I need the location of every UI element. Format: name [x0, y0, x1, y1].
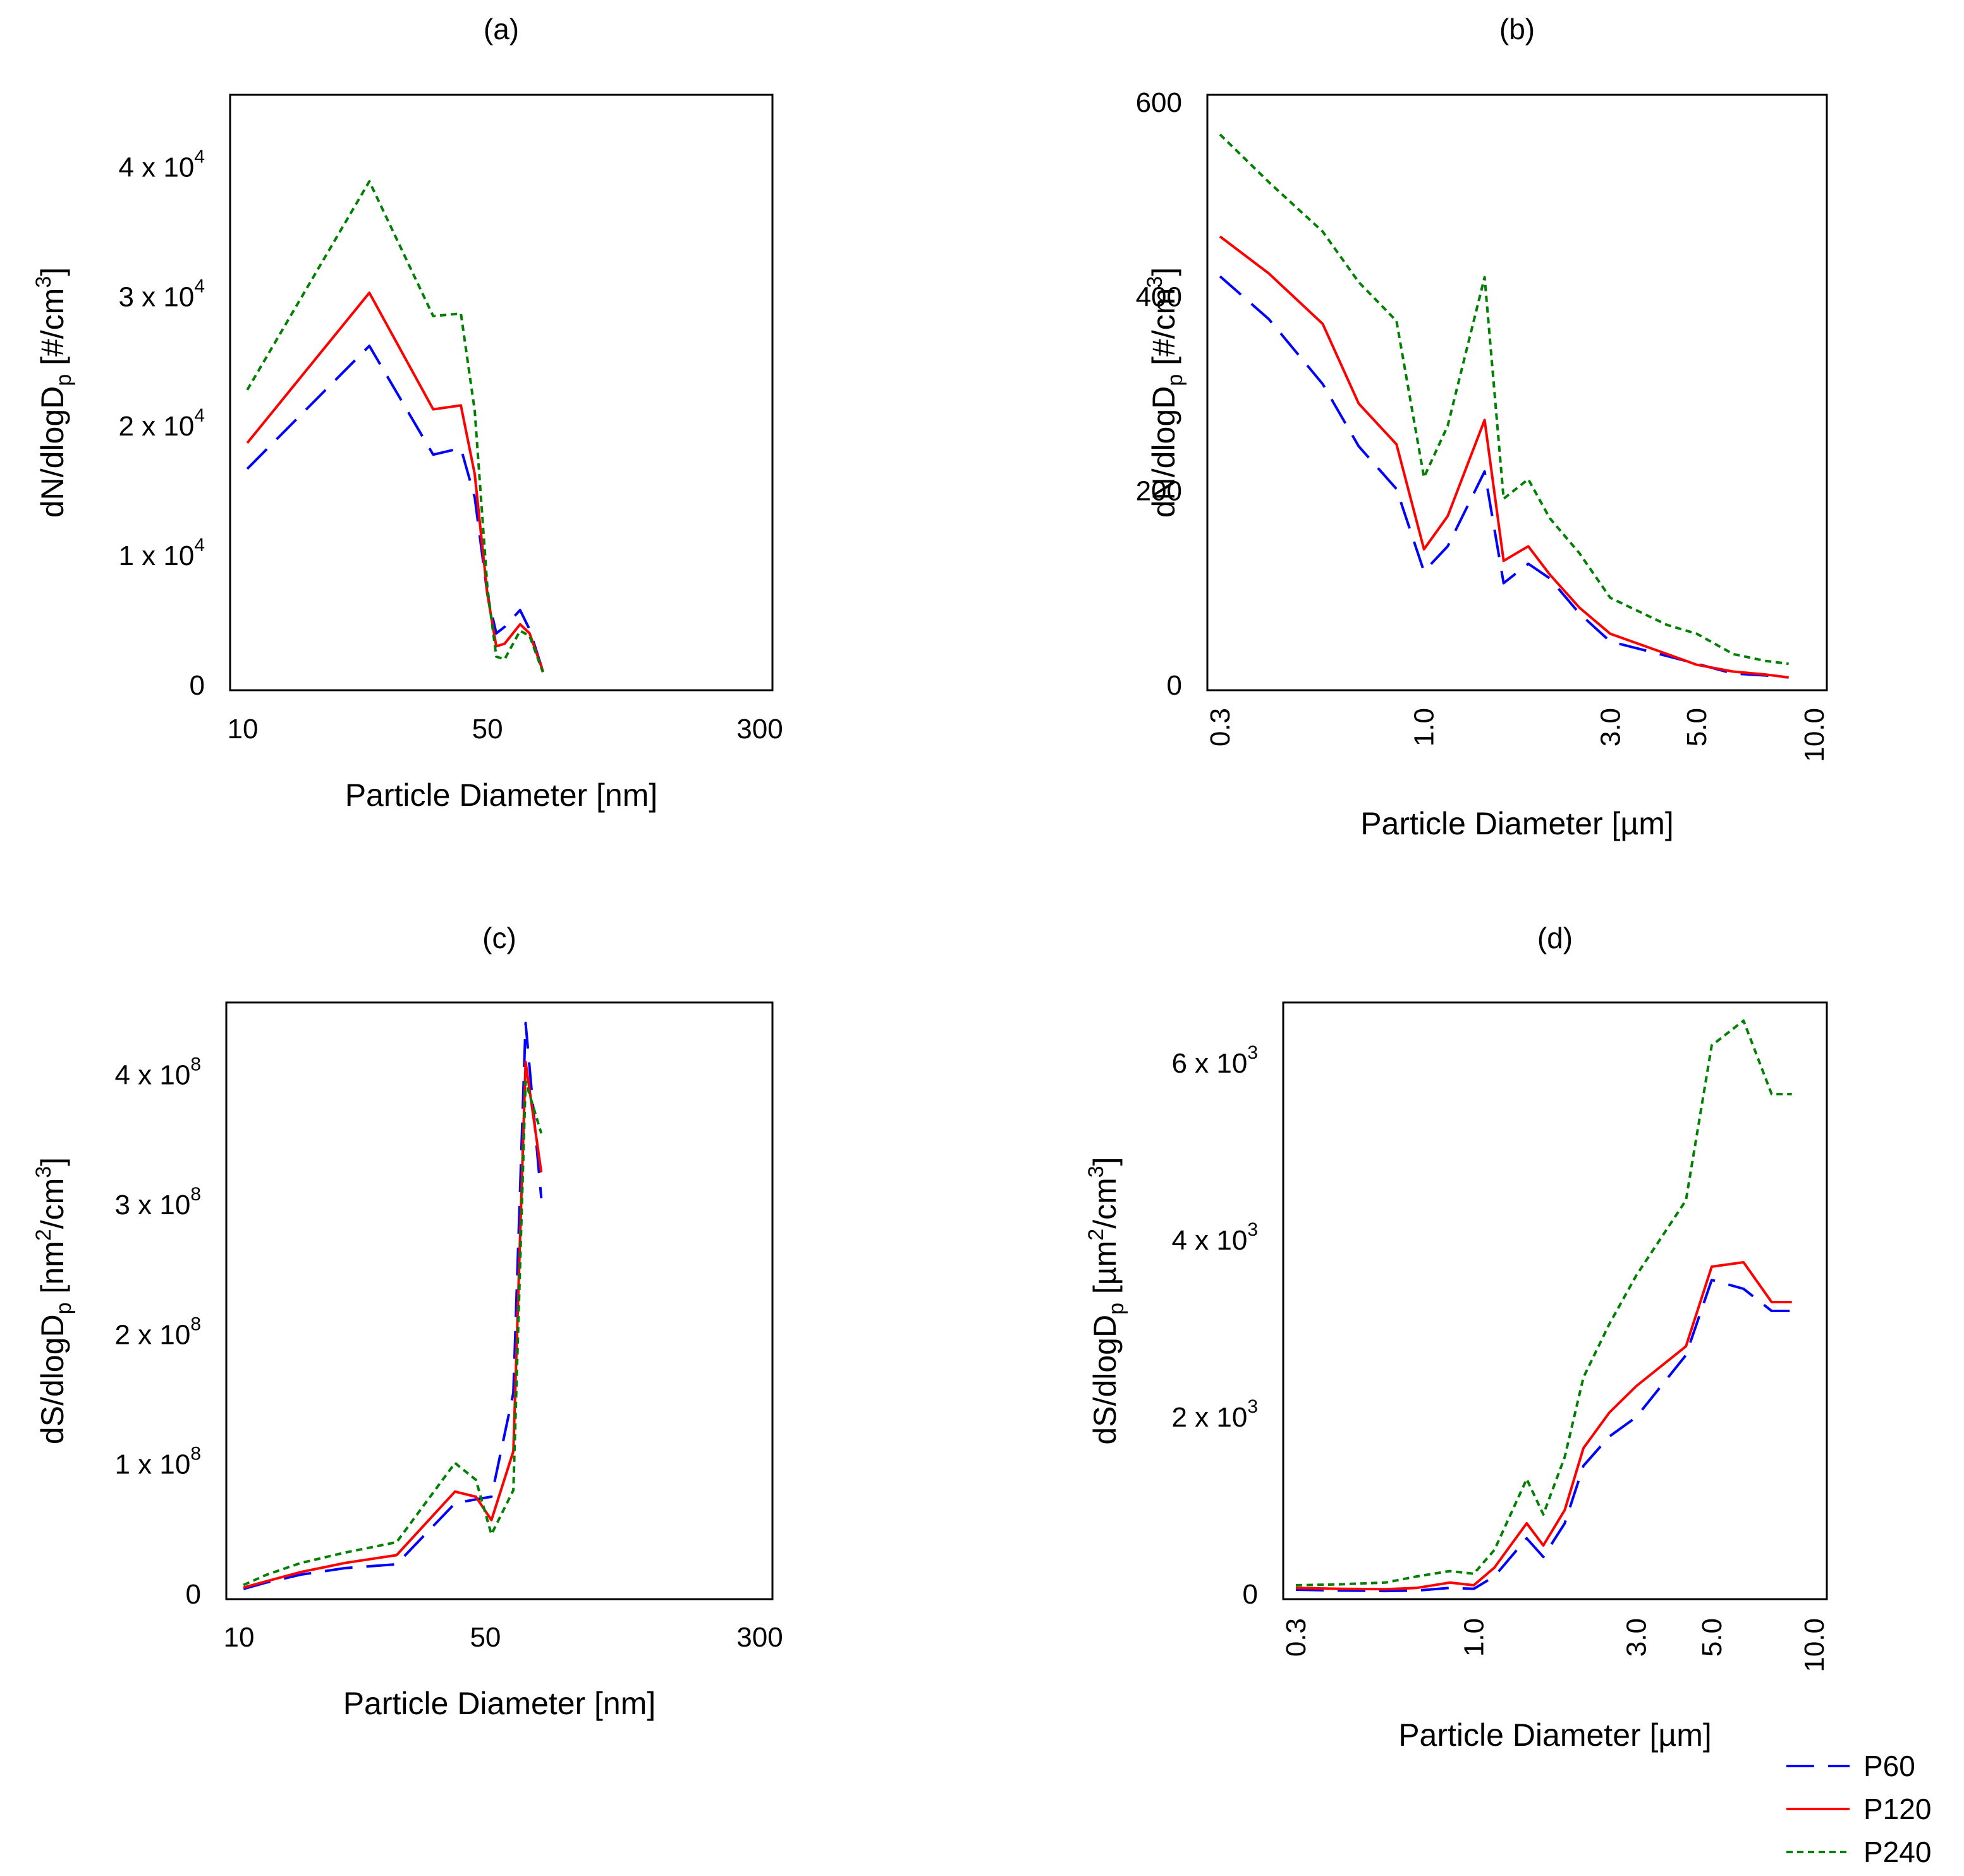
y-axis-title: dN/dlogDp [#/cm3]: [1143, 267, 1187, 518]
y-axis-title: dN/dlogDp [#/cm3]: [32, 267, 76, 518]
y-tick-label: 3 x 104: [118, 276, 205, 312]
y-axis-title: dS/dlogDp [µm2/cm3]: [1084, 1157, 1128, 1444]
series-line-p60: [243, 1021, 543, 1590]
x-tick-label: 5.0: [1697, 1618, 1728, 1657]
x-tick-label: 3.0: [1621, 1618, 1652, 1657]
chart-panel-b: (b) 0 200 400 600 0.3 1.0 3.0 5.0 10.0 Particle Di…: [1136, 13, 1830, 841]
x-tick-label: 50: [470, 1622, 501, 1653]
y-tick-label: 6 x 103: [1171, 1042, 1258, 1079]
x-tick-label: 300: [736, 1622, 783, 1653]
plot-frame: [225, 1001, 774, 1600]
y-tick-label: 1 x 104: [118, 535, 205, 571]
y-tick-label: 0: [1167, 670, 1182, 701]
x-tick-label: 10: [224, 1622, 255, 1653]
panel-title: (d): [1537, 922, 1573, 954]
x-tick-label: 10.0: [1799, 708, 1830, 762]
x-tick-label: 0.3: [1281, 1618, 1312, 1657]
y-tick-label: 4 x 103: [1171, 1219, 1258, 1256]
y-tick-label: 600: [1136, 87, 1182, 118]
plot-frame: [1282, 1001, 1828, 1600]
x-axis-title: Particle Diameter [µm]: [1360, 806, 1674, 841]
chart-panel-a: (a) 0 1 x 104 2 x 104 3 x 104 4 x 104 10 50 300 P…: [32, 13, 783, 813]
plot-frame: [1206, 94, 1828, 691]
chart-panel-c: (c) 0 1 x 108 2 x 108 3 x 108 4 x 108 10 50 300 P…: [32, 922, 783, 1721]
series-line-p240: [1295, 1019, 1792, 1587]
y-axis-title: dS/dlogDp [nm2/cm3]: [32, 1157, 76, 1444]
series-line-p120: [1219, 235, 1789, 679]
y-tick-label: 2 x 103: [1171, 1396, 1258, 1433]
legend-label: P120: [1863, 1793, 1931, 1825]
x-tick-label: 300: [736, 714, 783, 745]
panel-title: (b): [1499, 13, 1535, 46]
x-tick-label: 1.0: [1409, 708, 1440, 746]
x-tick-label: 3.0: [1595, 708, 1626, 746]
x-tick-label: 5.0: [1681, 708, 1712, 746]
panel-title: (a): [484, 13, 519, 46]
y-tick-label: 200: [1136, 476, 1182, 507]
x-tick-label: 10.0: [1799, 1618, 1830, 1672]
x-axis-title: Particle Diameter [nm]: [343, 1686, 656, 1721]
y-tick-label: 0: [190, 670, 205, 701]
series-line-p240: [246, 180, 544, 673]
series-line-p60: [1219, 275, 1789, 679]
y-tick-label: 0: [186, 1579, 201, 1610]
series-line-p240: [243, 1080, 543, 1587]
y-tick-label: 2 x 108: [114, 1313, 201, 1350]
y-tick-label: 0: [1243, 1579, 1258, 1610]
legend: P60 P120 P240: [1786, 1750, 1931, 1868]
plot-frame: [229, 94, 774, 691]
y-tick-label: 4 x 104: [118, 146, 205, 183]
x-tick-label: 50: [472, 714, 503, 745]
panel-title: (c): [482, 922, 516, 954]
x-axis-title: Particle Diameter [µm]: [1398, 1717, 1712, 1753]
series-line-p120: [1295, 1261, 1792, 1591]
y-tick-label: 400: [1136, 281, 1182, 312]
series-line-p120: [243, 1061, 543, 1589]
legend-label: P240: [1863, 1836, 1931, 1868]
y-tick-label: 4 x 108: [114, 1054, 201, 1091]
series-line-p60: [1295, 1279, 1792, 1593]
series-line-p240: [1219, 133, 1789, 666]
series-line-p60: [246, 344, 544, 672]
legend-label: P60: [1863, 1750, 1915, 1782]
chart-panel-d: (d) 0 2 x 103 4 x 103 6 x 103 0.3 1.0 3.0 5.0 10.…: [1084, 922, 1830, 1753]
y-tick-label: 2 x 104: [118, 405, 205, 442]
y-tick-label: 3 x 108: [114, 1184, 201, 1221]
x-tick-label: 10: [228, 714, 259, 745]
x-tick-label: 0.3: [1205, 708, 1236, 746]
x-tick-label: 1.0: [1459, 1618, 1490, 1657]
series-line-p120: [246, 291, 544, 672]
x-axis-title: Particle Diameter [nm]: [345, 777, 658, 813]
y-tick-label: 1 x 108: [114, 1444, 201, 1480]
